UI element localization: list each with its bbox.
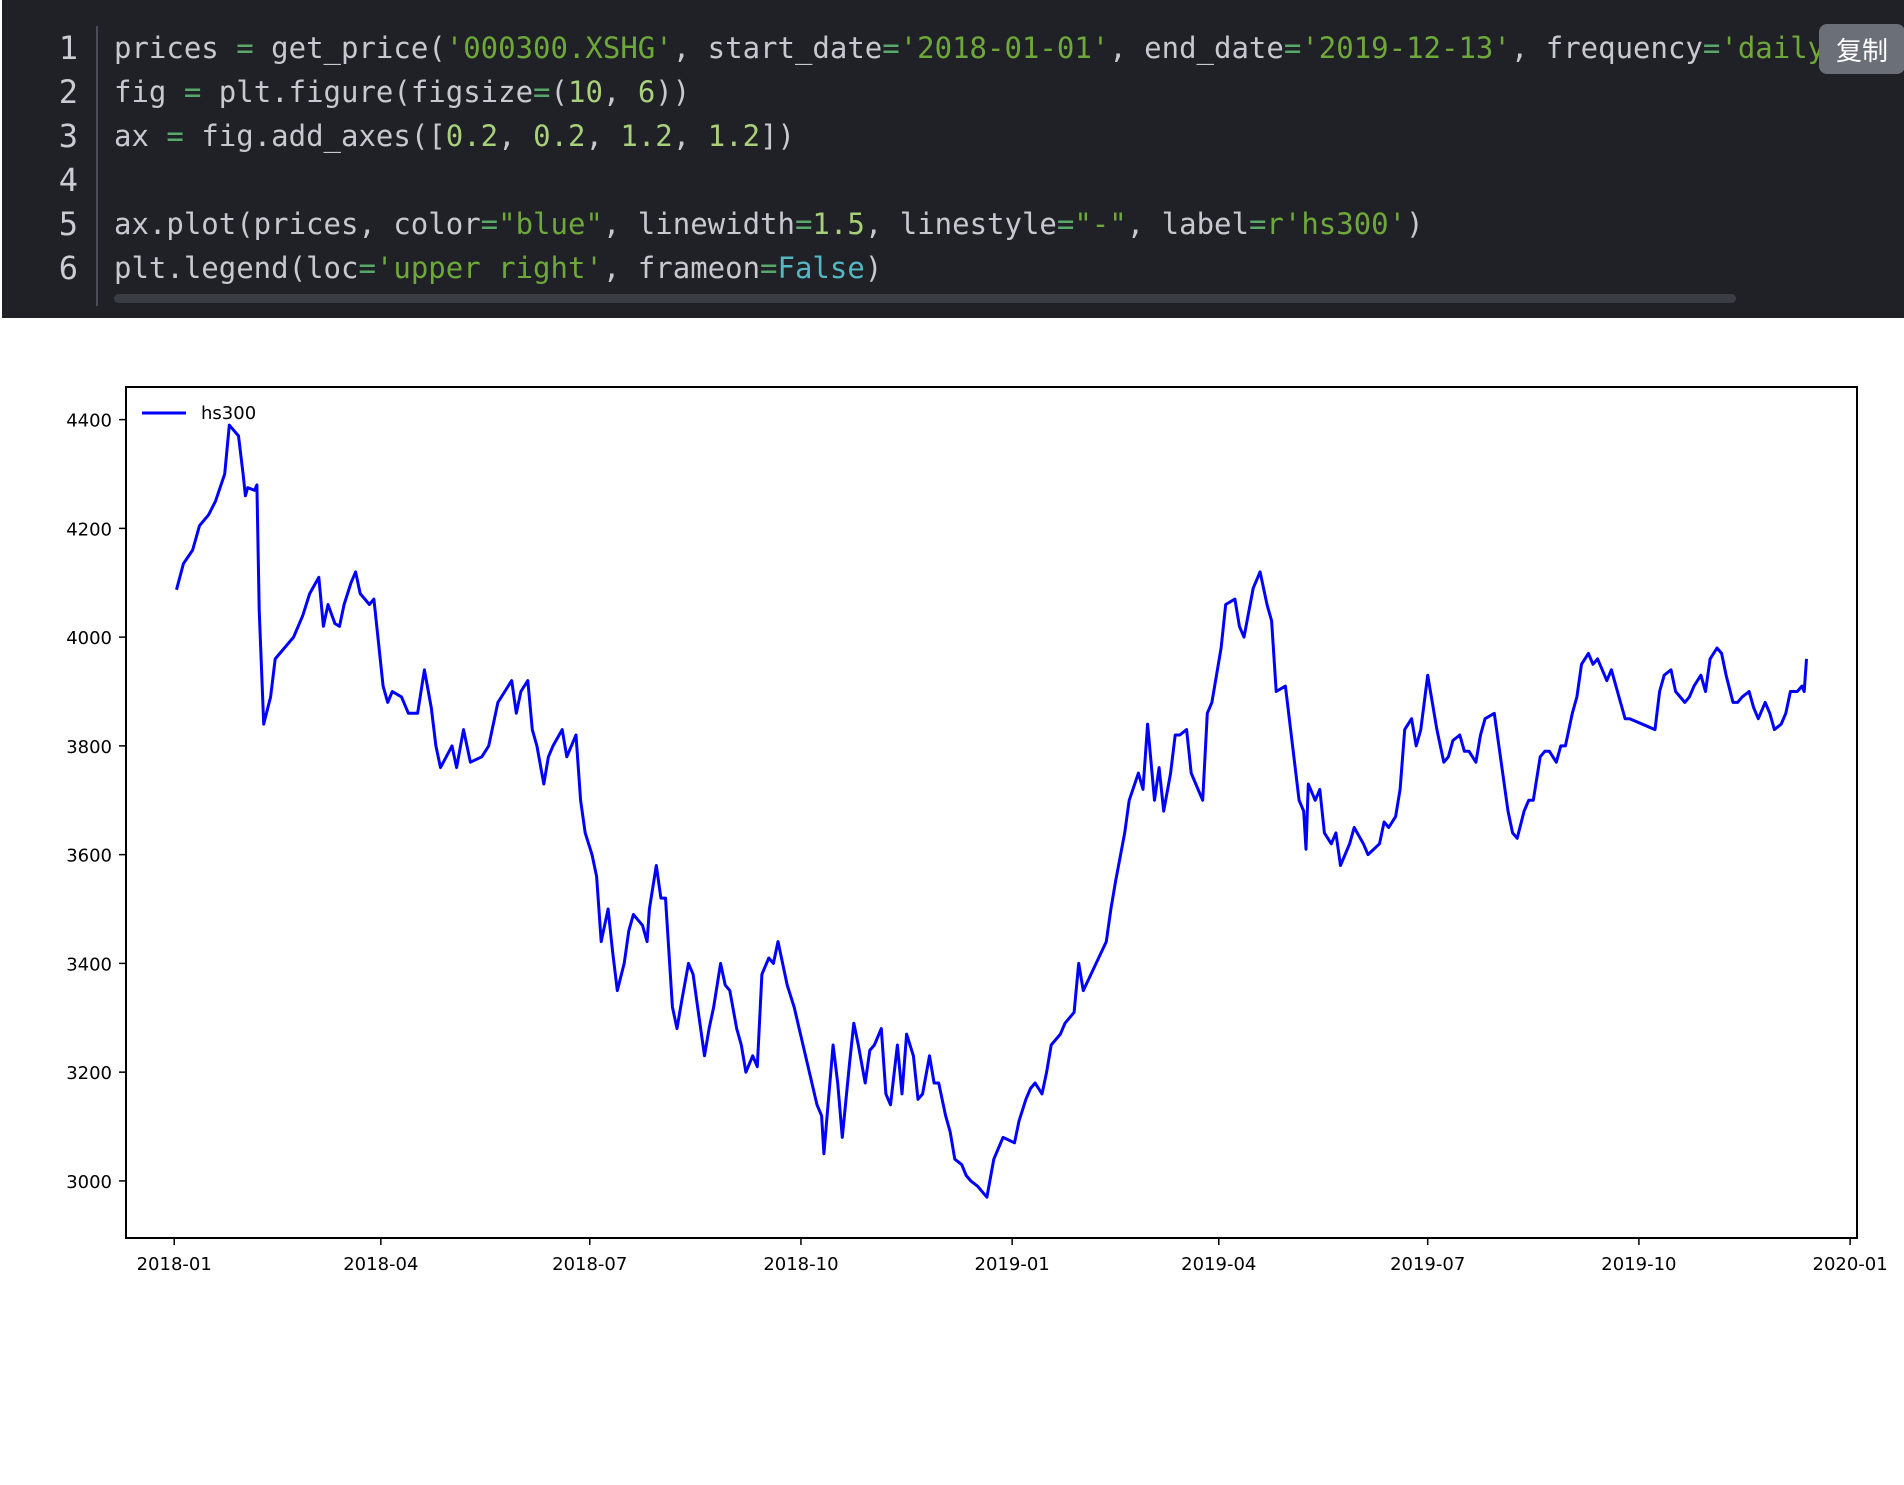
- x-tick-label: 2019-01: [975, 1254, 1050, 1275]
- chart-output: 3000 3200 3400 3600 3800 4000 4200 4400 2018-01…: [0, 318, 1904, 1481]
- legend-label-hs300: hs300: [201, 403, 256, 424]
- x-tick-label: 2020-01: [1813, 1254, 1888, 1275]
- plot-area-frame: [125, 386, 1858, 1239]
- copy-button[interactable]: 复制: [1819, 24, 1904, 74]
- code-token: prices: [114, 31, 237, 65]
- code-token: 6: [637, 75, 656, 109]
- code-token: , start_date: [672, 31, 883, 65]
- code-token: , frameon: [602, 251, 761, 285]
- code-token: =: [760, 251, 778, 285]
- x-tick-label: 2019-07: [1390, 1254, 1465, 1275]
- code-token: =: [236, 31, 254, 65]
- code-token: 1.2: [707, 119, 761, 153]
- code-token: 0.2: [533, 119, 586, 153]
- code-token: =: [166, 119, 184, 153]
- code-token: "-": [1074, 207, 1127, 241]
- code-line: prices = get_price('000300.XSHG', start_…: [114, 26, 1860, 70]
- code-token: 0.2: [445, 119, 499, 153]
- code-token: '2018-01-01': [899, 31, 1110, 65]
- code-line: ax = fig.add_axes([0.2, 0.2, 1.2, 1.2]): [114, 114, 795, 158]
- code-token: ): [1406, 207, 1424, 241]
- code-token: =: [794, 207, 813, 241]
- code-token: fig: [114, 75, 184, 109]
- code-token: =: [480, 207, 499, 241]
- line-number: 1: [58, 29, 78, 67]
- y-axis: 3000 3200 3400 3600 3800 4000 4200 4400: [66, 411, 126, 1193]
- code-token: ,: [585, 119, 621, 153]
- code-line: plt.legend(loc='upper right', frameon=Fa…: [114, 246, 882, 290]
- code-token: =: [882, 31, 900, 65]
- horizontal-scrollbar[interactable]: [114, 294, 1736, 303]
- code-token: plt.figure(figsize: [201, 75, 534, 109]
- x-tick-label: 2018-01: [137, 1254, 212, 1275]
- code-block: 1 2 3 4 5 6 prices = get_price('000300.XSHG',…: [2, 0, 1904, 318]
- code-token: '2019-12-13': [1301, 31, 1511, 65]
- code-token: False: [777, 251, 865, 285]
- code-token: ,: [672, 119, 708, 153]
- code-token: =: [358, 251, 376, 285]
- code-token: get_price(: [253, 31, 446, 65]
- y-tick-label: 3800: [66, 737, 112, 758]
- code-token: =: [183, 75, 202, 109]
- code-token: =: [1056, 207, 1075, 241]
- series-line-hs300: [175, 423, 1808, 1199]
- line-number-gutter: 1 2 3 4 5 6: [2, 26, 98, 306]
- y-tick-label: 3000: [66, 1172, 112, 1193]
- code-token: 1.2: [620, 119, 673, 153]
- x-tick-label: 2018-10: [763, 1254, 838, 1275]
- code-token: =: [533, 75, 551, 109]
- code-token: 'upper right': [375, 251, 603, 285]
- code-line: fig = plt.figure(figsize=(10, 6)): [114, 70, 690, 114]
- line-number: 5: [58, 205, 78, 243]
- y-tick-label: 4400: [66, 411, 112, 432]
- x-tick-label: 2018-04: [343, 1254, 418, 1275]
- line-chart: 3000 3200 3400 3600 3800 4000 4200 4400 2018-01…: [66, 386, 1888, 1275]
- code-token: =: [1248, 207, 1267, 241]
- code-line: ax.plot(prices, color="blue", linewidth=…: [114, 202, 1424, 246]
- code-token: fig.add_axes([: [183, 119, 446, 153]
- y-tick-label: 4200: [66, 519, 112, 540]
- y-tick-label: 3400: [66, 954, 112, 975]
- code-token: ax: [114, 119, 167, 153]
- code-token: 1.5: [812, 207, 865, 241]
- legend: hs300: [142, 403, 256, 424]
- code-token: , label: [1126, 207, 1249, 241]
- code-token: ax.plot(prices, color: [114, 207, 481, 241]
- code-token: )): [655, 75, 691, 109]
- line-number: 2: [58, 73, 78, 111]
- code-token: ]): [760, 119, 796, 153]
- code-token: , end_date: [1109, 31, 1284, 65]
- code-token: =: [1283, 31, 1302, 65]
- code-token: ): [864, 251, 883, 285]
- code-token: 10: [567, 75, 603, 109]
- line-number: 3: [58, 117, 78, 155]
- code-token: (: [550, 75, 568, 109]
- code-token: , frequency: [1510, 31, 1703, 65]
- code-token: , linestyle: [864, 207, 1057, 241]
- code-token: ,: [498, 119, 534, 153]
- code-token: ,: [602, 75, 638, 109]
- x-tick-label: 2019-04: [1181, 1254, 1256, 1275]
- code-token: =: [1702, 31, 1721, 65]
- y-tick-label: 3600: [66, 846, 112, 867]
- x-axis: 2018-01 2018-04 2018-07 2018-10 2019-01 2019-…: [137, 1238, 1888, 1275]
- code-token: '000300.XSHG': [445, 31, 673, 65]
- code-token: r'hs300': [1266, 207, 1407, 241]
- y-tick-label: 4000: [66, 628, 112, 649]
- code-token: , linewidth: [602, 207, 795, 241]
- x-tick-label: 2019-10: [1601, 1254, 1676, 1275]
- line-number: 6: [58, 249, 78, 287]
- line-number: 4: [58, 161, 78, 199]
- code-token: "blue": [498, 207, 603, 241]
- y-tick-label: 3200: [66, 1063, 112, 1084]
- code-token: plt.legend(loc: [114, 251, 359, 285]
- x-tick-label: 2018-07: [552, 1254, 627, 1275]
